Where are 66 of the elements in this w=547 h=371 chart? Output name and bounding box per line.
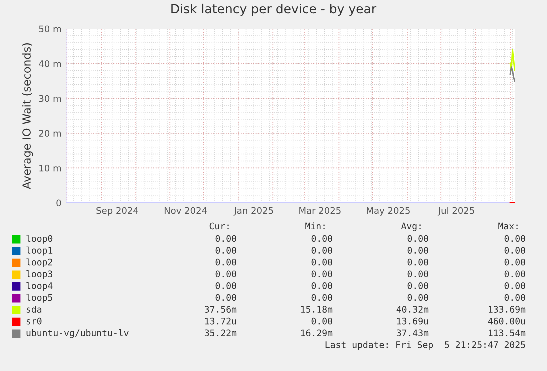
y-tick-label: 10 m — [40, 164, 62, 172]
y-tick-label: 30 m — [39, 95, 62, 102]
text: 113.54m — [489, 330, 526, 337]
text: 0.00 — [408, 270, 428, 278]
text: 0.00 — [216, 258, 236, 266]
x-tick-label: Sep 2024 — [96, 207, 138, 216]
text: 0.00 — [216, 247, 236, 254]
text: Max: — [498, 222, 518, 230]
line-series — [510, 49, 515, 72]
x-tick-label: Nov 2024 — [164, 207, 208, 214]
y-tick-label: 20 m — [39, 130, 62, 137]
legend-label: loop0 — [26, 235, 53, 244]
text: 40.32m — [396, 306, 429, 313]
text: 15.18m — [301, 306, 333, 313]
line-series — [510, 66, 515, 82]
text: 0.00 — [408, 294, 428, 302]
text: 13.69u — [397, 318, 428, 325]
text: 0.00 — [504, 258, 526, 266]
legend-label: loop1 — [26, 246, 53, 256]
y-tick-label: 0 — [56, 200, 62, 207]
text: 0.00 — [408, 235, 428, 242]
text: 0.00 — [504, 247, 526, 254]
legend-label: loop5 — [26, 294, 52, 303]
text: 0.00 — [216, 270, 236, 278]
text: 0.00 — [312, 235, 332, 242]
text: 0.00 — [504, 235, 526, 242]
legend-label: loop3 — [26, 270, 52, 280]
text: 0.00 — [504, 270, 526, 278]
text: Cur: — [210, 222, 229, 230]
text: 0.00 — [408, 258, 428, 266]
text: 0.00 — [504, 282, 526, 290]
x-tick-label: Mar 2025 — [300, 207, 341, 214]
legend-label: ubuntu-vg/ubuntu-lv — [26, 329, 129, 338]
text: 16.29m — [301, 330, 333, 337]
text: 0.00 — [312, 258, 332, 266]
text: 0.00 — [216, 294, 236, 302]
text: 0.00 — [216, 282, 236, 290]
x-tick-label: May 2025 — [367, 207, 410, 216]
chart-title: Disk latency per device - by year — [172, 4, 377, 16]
text: 0.00 — [408, 247, 428, 254]
legend-label: sda — [26, 306, 42, 313]
text: Min: — [306, 222, 325, 230]
text: Avg: — [401, 222, 421, 232]
text: 133.69m — [489, 306, 526, 313]
legend-label: sr0 — [26, 318, 42, 325]
x-tick-label: Jul 2025 — [438, 207, 474, 216]
text: 37.56m — [204, 306, 237, 313]
text: 35.22m — [204, 330, 237, 337]
text: 0.00 — [312, 318, 332, 325]
text: 0.00 — [312, 247, 332, 254]
y-tick-label: 50 m — [39, 26, 62, 33]
legend-label: loop2 — [26, 258, 52, 268]
y-tick-label: 40 m — [39, 60, 62, 68]
text: 0.00 — [312, 270, 332, 278]
text: 0.00 — [312, 294, 332, 302]
text: Last update: Fri Sep 5 21:25:47 2025 — [326, 341, 526, 350]
text: 0.00 — [504, 294, 526, 302]
text: 0.00 — [216, 235, 236, 242]
legend-label: loop4 — [26, 282, 53, 292]
text: 460.00u — [488, 318, 526, 325]
text: 0.00 — [408, 282, 428, 290]
text: 13.72u — [205, 318, 236, 325]
x-tick-label: Jan 2025 — [234, 207, 274, 216]
text: 37.43m — [396, 330, 429, 337]
y-axis-title: Average IO Wait (seconds) — [22, 44, 34, 190]
text: 0.00 — [312, 282, 332, 290]
